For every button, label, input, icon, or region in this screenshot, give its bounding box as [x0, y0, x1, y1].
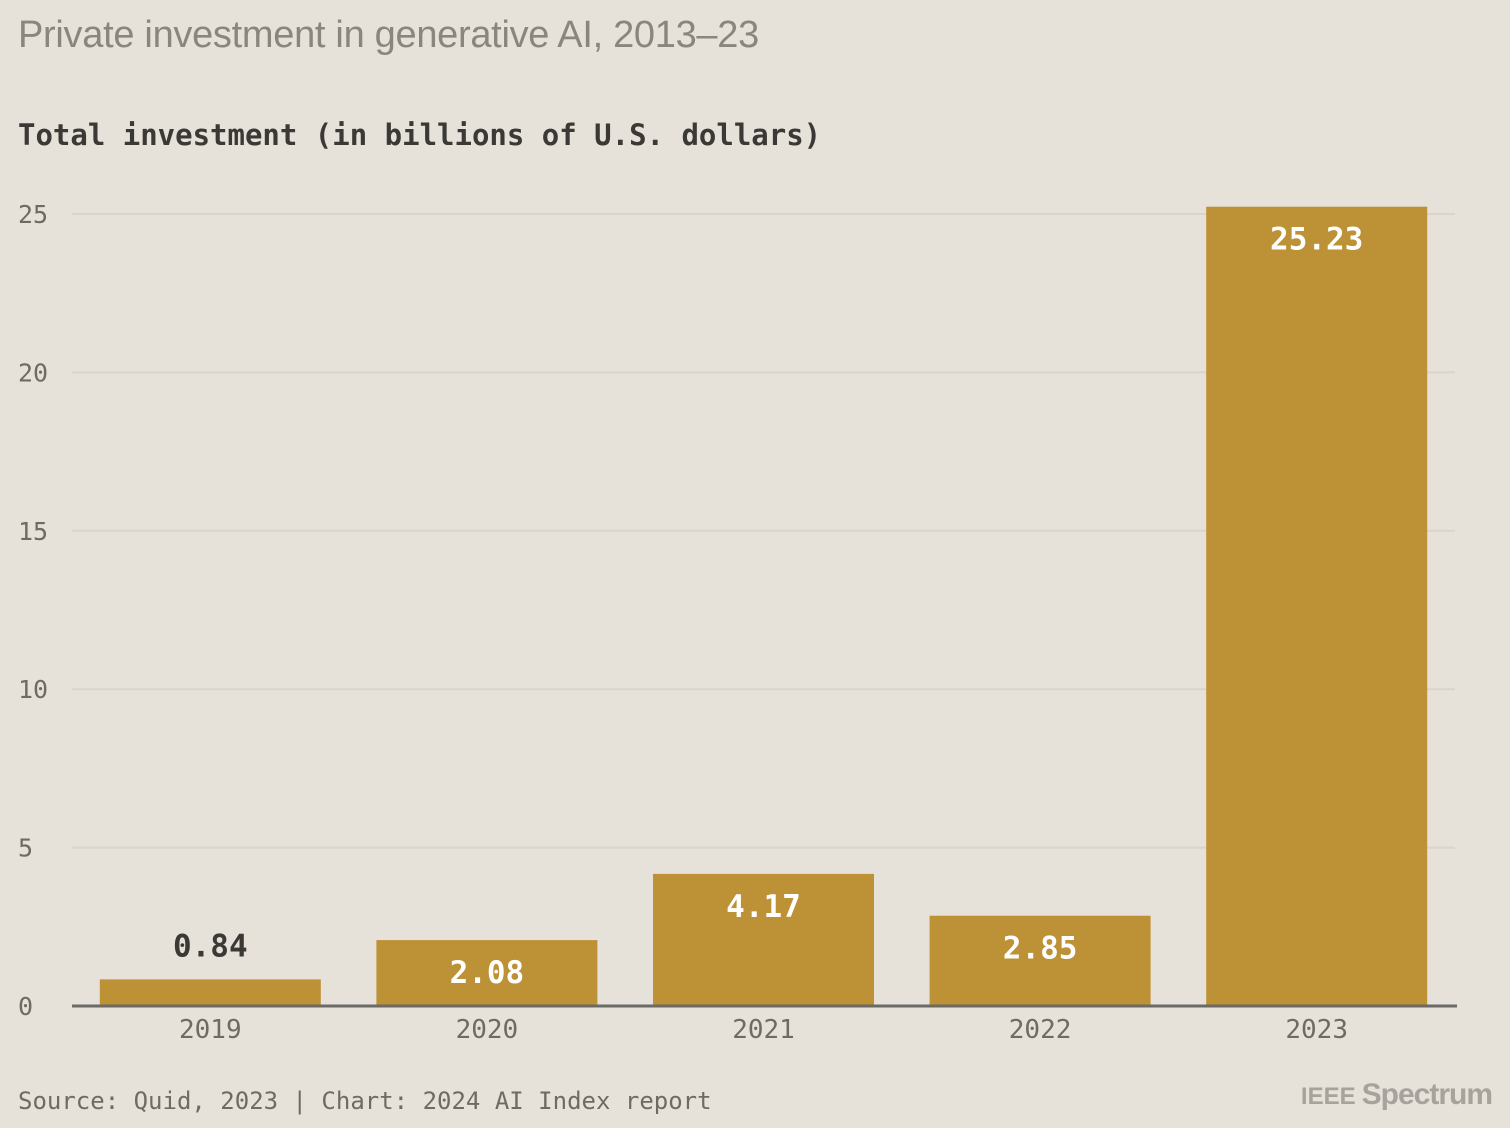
bar	[929, 915, 1151, 1006]
y-tick-label: 10	[18, 675, 48, 704]
x-tick-label: 2019	[179, 1015, 242, 1045]
y-tick-label: 5	[18, 834, 33, 863]
source-note: Source: Quid, 2023 | Chart: 2024 AI Inde…	[18, 1087, 712, 1115]
chart-title: Private investment in generative AI, 201…	[18, 14, 759, 56]
x-tick-label: 2020	[456, 1015, 519, 1045]
bar	[653, 873, 874, 1006]
y-tick-label: 0	[18, 992, 33, 1021]
y-tick-label: 15	[18, 517, 48, 546]
bar-value-label: 0.84	[173, 928, 248, 964]
x-tick-label: 2023	[1285, 1015, 1348, 1045]
y-tick-label: 25	[18, 200, 48, 229]
bar-value-label: 2.08	[450, 955, 525, 991]
brand-prefix: IEEE	[1300, 1083, 1356, 1110]
bar-value-label: 4.17	[726, 889, 801, 925]
bar	[1206, 206, 1428, 1006]
brand-logo: IEEE Spectrum	[1300, 1078, 1493, 1112]
bar-value-label: 2.85	[1003, 931, 1078, 967]
bar	[376, 940, 598, 1006]
chart-subtitle: Total investment (in billions of U.S. do…	[18, 118, 822, 152]
bar-value-label: 25.23	[1270, 222, 1363, 258]
bar	[99, 979, 321, 1006]
y-tick-label: 20	[18, 358, 48, 387]
brand-name: Spectrum	[1361, 1078, 1493, 1111]
x-tick-label: 2021	[732, 1015, 795, 1045]
x-tick-label: 2022	[1009, 1015, 1072, 1045]
